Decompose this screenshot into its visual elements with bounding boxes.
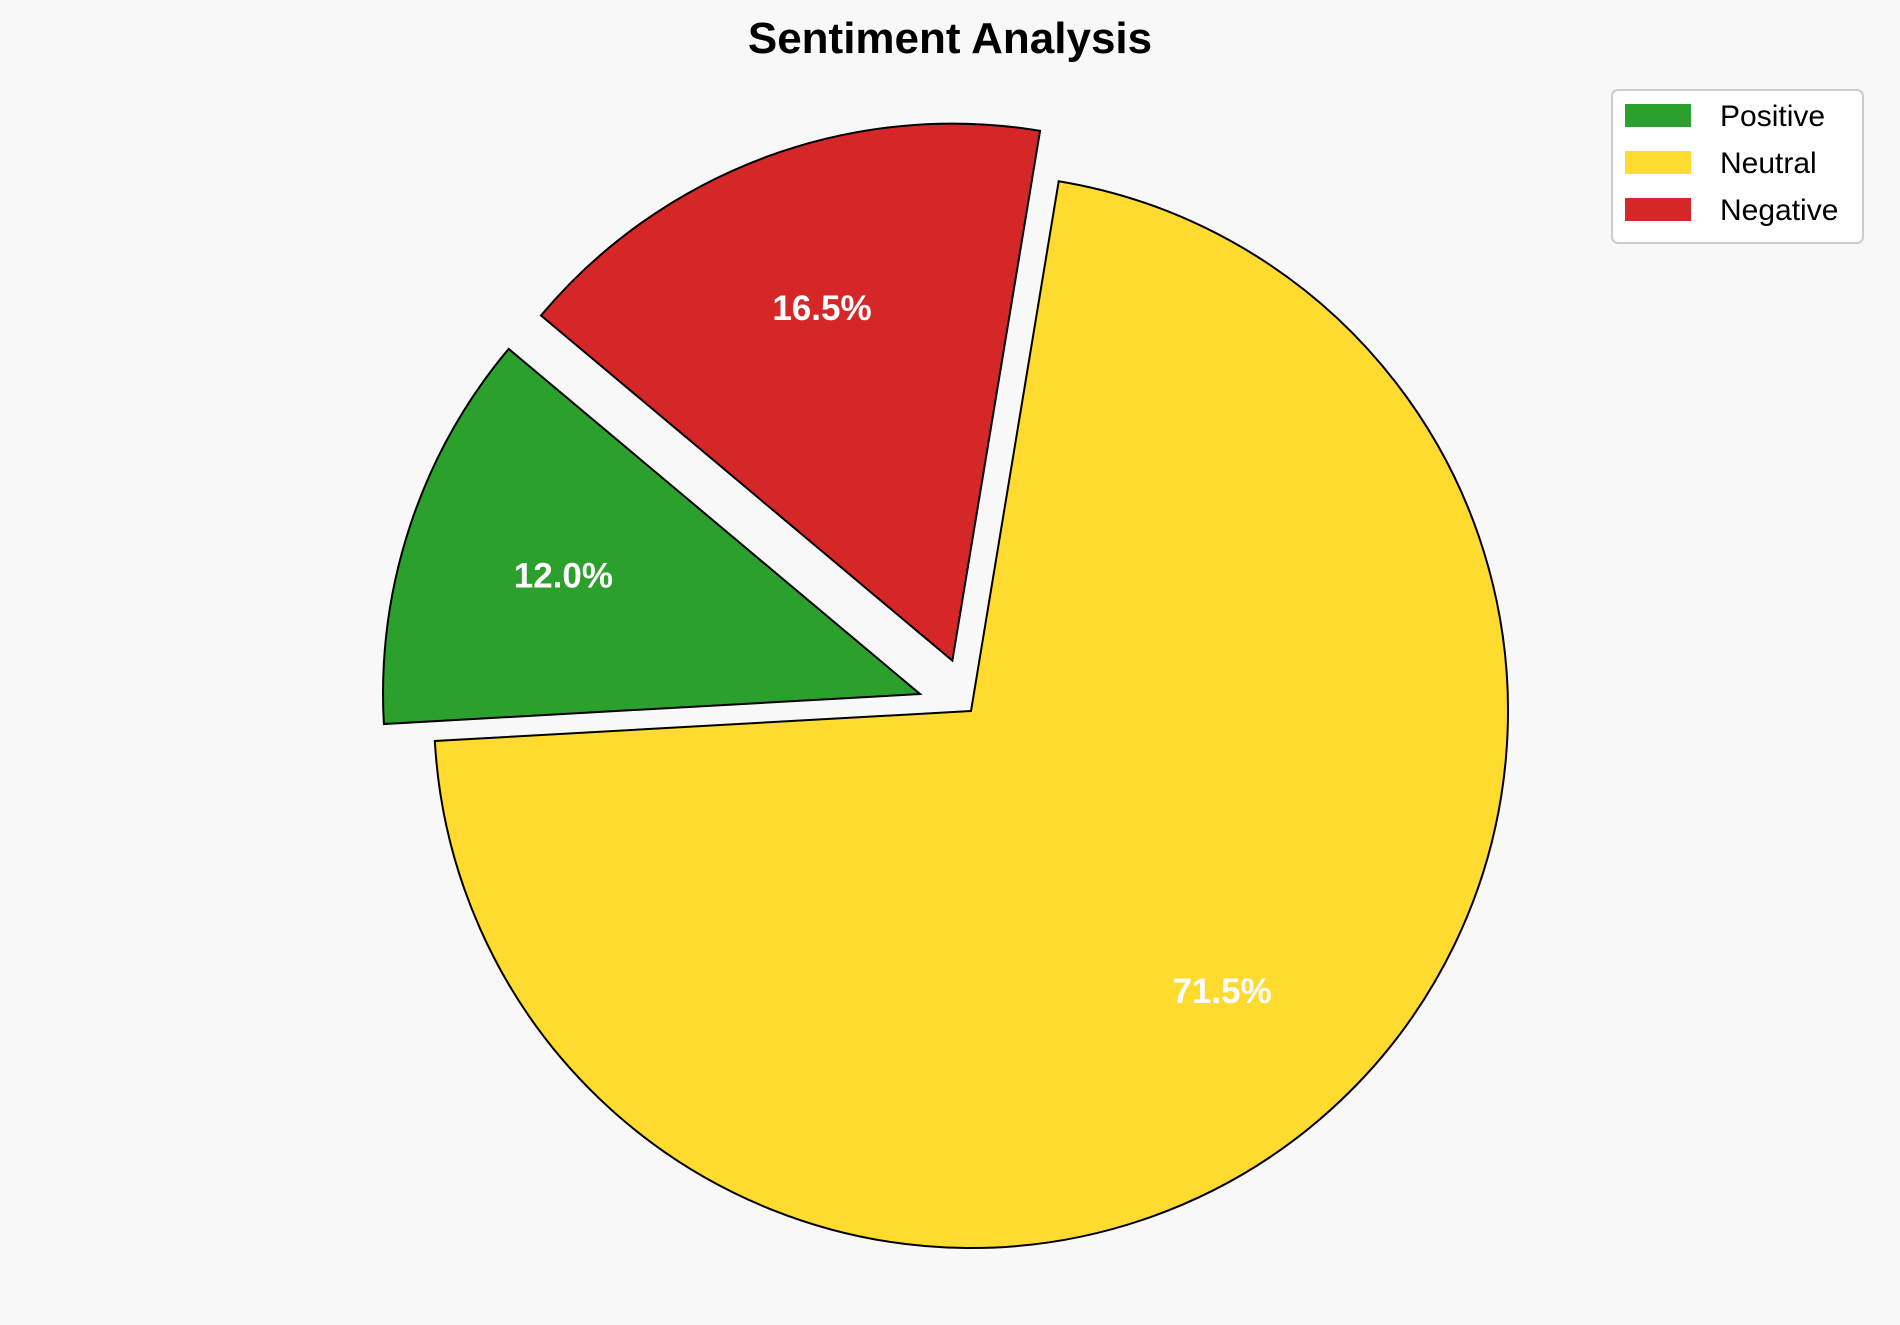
legend-label-negative: Negative (1720, 194, 1838, 227)
pie-slice-negative (539, 122, 1042, 663)
legend-label-neutral: Neutral (1720, 147, 1817, 180)
slice-label-positive: 12.0% (514, 556, 613, 595)
legend-swatch-negative (1625, 198, 1691, 221)
legend-swatch-positive (1625, 104, 1691, 127)
slice-label-negative: 16.5% (772, 289, 871, 328)
chart-title: Sentiment Analysis (748, 14, 1152, 63)
legend: Positive Neutral Negative (1611, 89, 1864, 244)
pie-slice-positive (382, 347, 923, 726)
slice-label-neutral: 71.5% (1172, 972, 1271, 1011)
legend-label-positive: Positive (1720, 100, 1825, 133)
legend-swatch-neutral (1625, 151, 1691, 174)
pie-slice-neutral (433, 180, 1509, 1249)
